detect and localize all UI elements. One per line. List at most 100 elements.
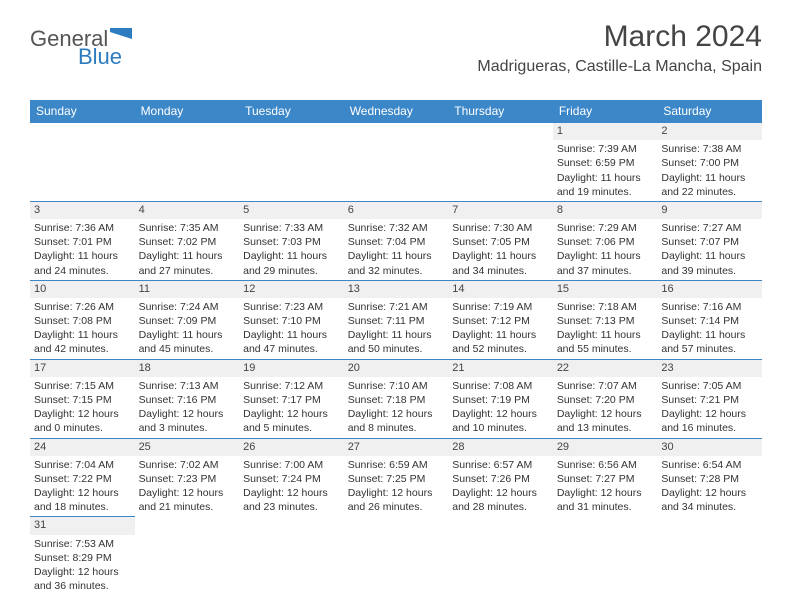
daylight-text: Daylight: 12 hours and 34 minutes. — [661, 486, 758, 514]
sunset-text: Sunset: 7:27 PM — [557, 472, 654, 486]
day-data: Sunrise: 7:15 AMSunset: 7:15 PMDaylight:… — [30, 377, 135, 438]
sunset-text: Sunset: 7:01 PM — [34, 235, 131, 249]
calendar-day-cell: 15Sunrise: 7:18 AMSunset: 7:13 PMDayligh… — [553, 280, 658, 359]
day-number: 26 — [239, 439, 344, 456]
sunrise-text: Sunrise: 7:39 AM — [557, 142, 654, 156]
day-data: Sunrise: 7:05 AMSunset: 7:21 PMDaylight:… — [657, 377, 762, 438]
day-data: Sunrise: 6:54 AMSunset: 7:28 PMDaylight:… — [657, 456, 762, 517]
calendar-day-cell: 23Sunrise: 7:05 AMSunset: 7:21 PMDayligh… — [657, 359, 762, 438]
daylight-text: Daylight: 11 hours and 22 minutes. — [661, 171, 758, 199]
day-number: 2 — [657, 123, 762, 140]
day-number: 8 — [553, 202, 658, 219]
day-data: Sunrise: 7:13 AMSunset: 7:16 PMDaylight:… — [135, 377, 240, 438]
day-number: 15 — [553, 281, 658, 298]
sunset-text: Sunset: 7:05 PM — [452, 235, 549, 249]
sunrise-text: Sunrise: 6:56 AM — [557, 458, 654, 472]
calendar-day-cell: 2Sunrise: 7:38 AMSunset: 7:00 PMDaylight… — [657, 123, 762, 202]
day-number: 21 — [448, 360, 553, 377]
sunrise-text: Sunrise: 7:36 AM — [34, 221, 131, 235]
sunrise-text: Sunrise: 7:23 AM — [243, 300, 340, 314]
daylight-text: Daylight: 11 hours and 37 minutes. — [557, 249, 654, 277]
sunrise-text: Sunrise: 7:12 AM — [243, 379, 340, 393]
daylight-text: Daylight: 12 hours and 10 minutes. — [452, 407, 549, 435]
sunrise-text: Sunrise: 7:19 AM — [452, 300, 549, 314]
daylight-text: Daylight: 12 hours and 31 minutes. — [557, 486, 654, 514]
day-number: 3 — [30, 202, 135, 219]
sunrise-text: Sunrise: 6:59 AM — [348, 458, 445, 472]
sunrise-text: Sunrise: 7:29 AM — [557, 221, 654, 235]
sunset-text: Sunset: 7:22 PM — [34, 472, 131, 486]
sunrise-text: Sunrise: 7:08 AM — [452, 379, 549, 393]
flag-icon — [110, 28, 132, 42]
calendar-day-cell: 21 Sunrise: 7:08 AMSunset: 7:19 PMDayligh… — [448, 359, 553, 438]
sunset-text: Sunset: 7:10 PM — [243, 314, 340, 328]
sunset-text: Sunset: 7:24 PM — [243, 472, 340, 486]
daylight-text: Daylight: 11 hours and 29 minutes. — [243, 249, 340, 277]
sunset-text: Sunset: 7:25 PM — [348, 472, 445, 486]
day-number: 10 — [30, 281, 135, 298]
calendar-day-cell: 5Sunrise: 7:33 AMSunset: 7:03 PMDaylight… — [239, 201, 344, 280]
sunrise-text: Sunrise: 7:02 AM — [139, 458, 236, 472]
daylight-text: Daylight: 12 hours and 21 minutes. — [139, 486, 236, 514]
calendar-week-row: 31Sunrise: 7:53 AMSunset: 8:29 PMDayligh… — [30, 517, 762, 595]
daylight-text: Daylight: 12 hours and 36 minutes. — [34, 565, 131, 593]
day-number: 14 — [448, 281, 553, 298]
calendar-day-cell: 9Sunrise: 7:27 AMSunset: 7:07 PMDaylight… — [657, 201, 762, 280]
sunset-text: Sunset: 8:29 PM — [34, 551, 131, 565]
calendar-day-cell: 20Sunrise: 7:10 AMSunset: 7:18 PMDayligh… — [344, 359, 449, 438]
calendar-day-cell: 13Sunrise: 7:21 AMSunset: 7:11 PMDayligh… — [344, 280, 449, 359]
daylight-text: Daylight: 11 hours and 45 minutes. — [139, 328, 236, 356]
day-data: Sunrise: 6:59 AMSunset: 7:25 PMDaylight:… — [344, 456, 449, 517]
day-data: Sunrise: 7:39 AMSunset: 6:59 PMDaylight:… — [553, 140, 658, 201]
sunrise-text: Sunrise: 7:18 AM — [557, 300, 654, 314]
day-number: 11 — [135, 281, 240, 298]
daylight-text: Daylight: 11 hours and 42 minutes. — [34, 328, 131, 356]
calendar-day-cell: 7Sunrise: 7:30 AMSunset: 7:05 PMDaylight… — [448, 201, 553, 280]
day-data: Sunrise: 7:18 AMSunset: 7:13 PMDaylight:… — [553, 298, 658, 359]
calendar-day-cell: 10Sunrise: 7:26 AMSunset: 7:08 PMDayligh… — [30, 280, 135, 359]
day-data: Sunrise: 7:38 AMSunset: 7:00 PMDaylight:… — [657, 140, 762, 201]
sunrise-text: Sunrise: 7:24 AM — [139, 300, 236, 314]
day-number: 6 — [344, 202, 449, 219]
day-number: 13 — [344, 281, 449, 298]
weekday-header: Tuesday — [239, 100, 344, 123]
logo-text-blue: Blue — [78, 46, 132, 68]
calendar-table: Sunday Monday Tuesday Wednesday Thursday… — [30, 100, 762, 595]
day-number: 4 — [135, 202, 240, 219]
daylight-text: Daylight: 12 hours and 8 minutes. — [348, 407, 445, 435]
calendar-week-row: 1Sunrise: 7:39 AMSunset: 6:59 PMDaylight… — [30, 123, 762, 202]
calendar-day-cell: 25Sunrise: 7:02 AMSunset: 7:23 PMDayligh… — [135, 438, 240, 517]
calendar-day-cell: 19Sunrise: 7:12 AMSunset: 7:17 PMDayligh… — [239, 359, 344, 438]
weekday-header: Monday — [135, 100, 240, 123]
daylight-text: Daylight: 11 hours and 32 minutes. — [348, 249, 445, 277]
day-number: 24 — [30, 439, 135, 456]
sunset-text: Sunset: 7:28 PM — [661, 472, 758, 486]
day-number: 23 — [657, 360, 762, 377]
sunrise-text: Sunrise: 7:13 AM — [139, 379, 236, 393]
daylight-text: Daylight: 11 hours and 47 minutes. — [243, 328, 340, 356]
day-data: Sunrise: 7:21 AMSunset: 7:11 PMDaylight:… — [344, 298, 449, 359]
day-number: 28 — [448, 439, 553, 456]
calendar-day-cell: 1Sunrise: 7:39 AMSunset: 6:59 PMDaylight… — [553, 123, 658, 202]
weekday-header: Saturday — [657, 100, 762, 123]
daylight-text: Daylight: 12 hours and 0 minutes. — [34, 407, 131, 435]
day-number: 9 — [657, 202, 762, 219]
calendar-day-cell — [553, 517, 658, 595]
day-data: Sunrise: 7:30 AMSunset: 7:05 PMDaylight:… — [448, 219, 553, 280]
sunrise-text: Sunrise: 7:27 AM — [661, 221, 758, 235]
calendar-day-cell: 28Sunrise: 6:57 AMSunset: 7:26 PMDayligh… — [448, 438, 553, 517]
title-block: March 2024 Madrigueras, Castille-La Manc… — [477, 20, 762, 76]
location-subtitle: Madrigueras, Castille-La Mancha, Spain — [477, 58, 762, 76]
sunset-text: Sunset: 7:12 PM — [452, 314, 549, 328]
daylight-text: Daylight: 12 hours and 13 minutes. — [557, 407, 654, 435]
day-number: 22 — [553, 360, 658, 377]
sunset-text: Sunset: 7:19 PM — [452, 393, 549, 407]
calendar-day-cell — [135, 123, 240, 202]
sunset-text: Sunset: 7:06 PM — [557, 235, 654, 249]
day-data: Sunrise: 7:35 AMSunset: 7:02 PMDaylight:… — [135, 219, 240, 280]
sunrise-text: Sunrise: 7:53 AM — [34, 537, 131, 551]
sunset-text: Sunset: 7:18 PM — [348, 393, 445, 407]
calendar-week-row: 10Sunrise: 7:26 AMSunset: 7:08 PMDayligh… — [30, 280, 762, 359]
sunrise-text: Sunrise: 7:35 AM — [139, 221, 236, 235]
sunset-text: Sunset: 7:00 PM — [661, 156, 758, 170]
